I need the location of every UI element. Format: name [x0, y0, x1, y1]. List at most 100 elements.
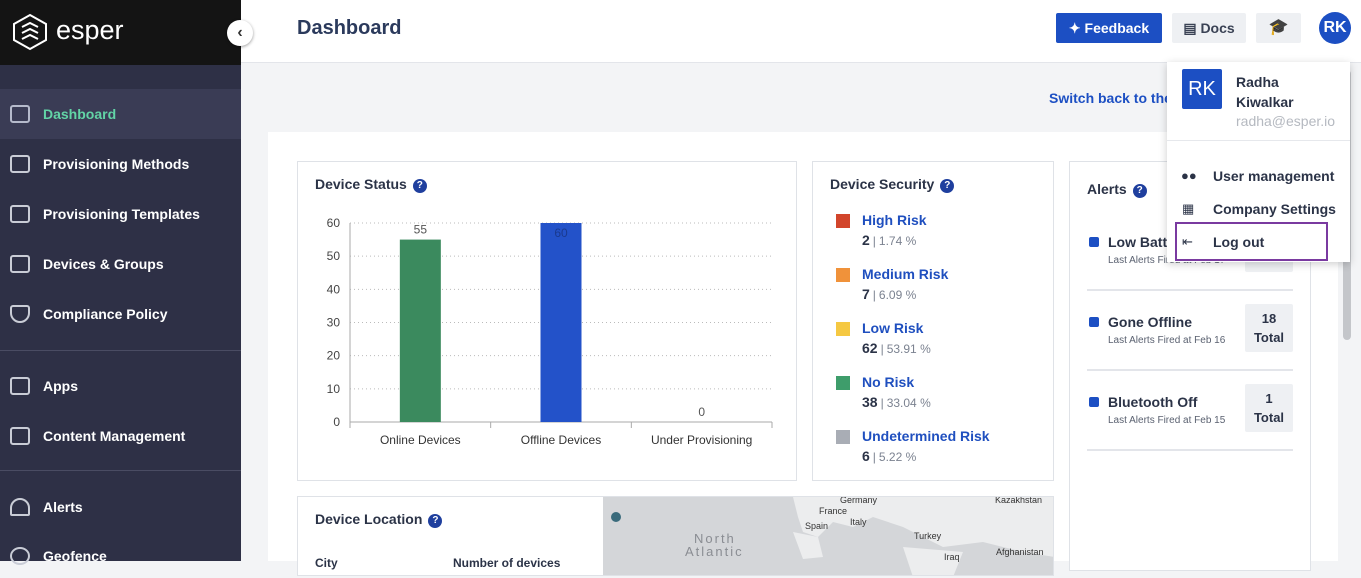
alert-count-box: 18 Total	[1245, 304, 1293, 352]
y-tick-label: 40	[327, 282, 341, 296]
map-label: France	[819, 506, 848, 516]
switch-link[interactable]: Switch back to the	[1049, 90, 1172, 106]
card-title: Alerts?	[1087, 181, 1147, 198]
page-title: Dashboard	[297, 17, 402, 39]
y-tick-label: 30	[327, 316, 341, 330]
alert-count: 1	[1265, 391, 1273, 406]
y-tick-label: 10	[327, 382, 341, 396]
risk-name[interactable]: High Risk	[862, 212, 927, 228]
nav-item[interactable]: Apps	[0, 364, 241, 408]
risk-count: 2	[862, 232, 870, 248]
map-label: Spain	[805, 521, 829, 531]
device-location-card: Device Location? City Number of devices …	[297, 496, 1054, 576]
risk-stats: 62 | 53.91 %	[862, 340, 931, 356]
menu-item[interactable]: Company Settings	[1213, 201, 1336, 217]
user-menu: RK Radha Kiwalkar radha@esper.io ●● User…	[1167, 62, 1350, 262]
separator: |	[880, 342, 884, 356]
risk-stats: 2 | 1.74 %	[862, 232, 916, 248]
risk-swatch	[836, 322, 850, 336]
card-title: Device Status?	[315, 176, 427, 193]
map-label: North	[694, 531, 736, 546]
y-tick-label: 60	[327, 216, 341, 230]
map-label: Iraq	[944, 552, 960, 562]
risk-swatch	[836, 268, 850, 282]
risk-percent: 53.91 %	[886, 342, 931, 356]
menu-avatar: RK	[1182, 69, 1222, 109]
nav-item[interactable]: Dashboard	[0, 89, 241, 139]
nav-item[interactable]: Compliance Policy	[0, 292, 241, 336]
y-tick-label: 0	[333, 415, 340, 429]
divider	[0, 470, 241, 471]
risk-percent: 33.04 %	[886, 396, 931, 410]
separator: |	[872, 234, 876, 248]
divider	[1087, 449, 1293, 451]
risk-swatch	[836, 430, 850, 444]
logo-bar: esper	[0, 0, 241, 65]
nav-item[interactable]: Provisioning Methods	[0, 142, 241, 186]
menu-highlight	[1175, 222, 1328, 261]
user-name: Radha Kiwalkar	[1236, 74, 1294, 110]
nav-item[interactable]: Geofence	[0, 534, 241, 578]
alert-icon	[1089, 237, 1099, 247]
risk-count: 7	[862, 286, 870, 302]
risk-swatch	[836, 376, 850, 390]
nav-item[interactable]: Content Management	[0, 414, 241, 458]
alert-count-box: 1 Total	[1245, 384, 1293, 432]
divider	[1087, 289, 1293, 291]
academy-button[interactable]: 🎓	[1256, 13, 1301, 43]
divider	[0, 350, 241, 351]
divider	[1167, 140, 1350, 141]
card-title: Device Location?	[315, 511, 443, 528]
device-status-card: Device Status? 0 10 20 30 40 50 60 Online Devic…	[297, 161, 797, 481]
separator: |	[872, 288, 876, 302]
menu-item[interactable]: User management	[1213, 168, 1335, 184]
nav-item[interactable]: Alerts	[0, 485, 241, 529]
risk-count: 6	[862, 448, 870, 464]
separator: |	[872, 450, 876, 464]
risk-stats: 6 | 5.22 %	[862, 448, 916, 464]
menu-item[interactable]: Log out	[1213, 234, 1265, 250]
x-tick-label: Under Provisioning	[651, 433, 752, 447]
value-label: 60	[554, 226, 568, 240]
risk-name[interactable]: Low Risk	[862, 320, 924, 336]
x-tick-label: Offline Devices	[521, 433, 601, 447]
risk-percent: 6.09 %	[878, 288, 917, 302]
alert-icon	[1089, 397, 1099, 407]
feedback-button[interactable]: ✦ Feedback	[1056, 13, 1162, 43]
menu-icon: ⇤	[1182, 234, 1193, 249]
collapse-button[interactable]: ‹	[227, 20, 253, 46]
alert-total-label: Total	[1253, 410, 1285, 425]
value-label: 0	[698, 405, 705, 419]
y-tick-label: 20	[327, 349, 341, 363]
bar	[399, 239, 441, 422]
y-tick-label: 50	[327, 249, 341, 263]
risk-name[interactable]: Undetermined Risk	[862, 428, 990, 444]
risk-percent: 5.22 %	[878, 450, 917, 464]
alert-name[interactable]: Gone Offline	[1108, 314, 1192, 330]
risk-swatch	[836, 214, 850, 228]
device-security-card: Device Security? High Risk 2 | 1.74 % Medium…	[812, 161, 1054, 481]
alert-sub: Last Alerts Fired at Feb 16	[1108, 335, 1226, 346]
menu-icon: ▦	[1182, 201, 1195, 216]
card-title: Device Security?	[830, 176, 955, 193]
x-tick-label: Online Devices	[380, 433, 461, 447]
nav-item[interactable]: Devices & Groups	[0, 242, 241, 286]
alert-name[interactable]: Bluetooth Off	[1108, 394, 1198, 410]
alert-sub: Last Alerts Fired at Feb 15	[1108, 415, 1226, 426]
value-label: 55	[414, 223, 428, 237]
nav-item[interactable]: Provisioning Templates	[0, 192, 241, 236]
avatar[interactable]: RK	[1319, 12, 1351, 44]
divider	[1087, 369, 1293, 371]
column-header: City	[315, 556, 338, 570]
header: Dashboard ✦ Feedback ▤ Docs 🎓 RK	[241, 0, 1361, 63]
risk-name[interactable]: Medium Risk	[862, 266, 949, 282]
docs-button[interactable]: ▤ Docs	[1172, 13, 1246, 43]
column-header: Number of devices	[453, 556, 561, 570]
risk-count: 62	[862, 340, 878, 356]
sidebar: esper ‹ Dashboard Provisioning Methods P…	[0, 0, 253, 565]
risk-stats: 38 | 33.04 %	[862, 394, 931, 410]
map-label: Italy	[850, 517, 867, 527]
risk-count: 38	[862, 394, 878, 410]
risk-name[interactable]: No Risk	[862, 374, 915, 390]
